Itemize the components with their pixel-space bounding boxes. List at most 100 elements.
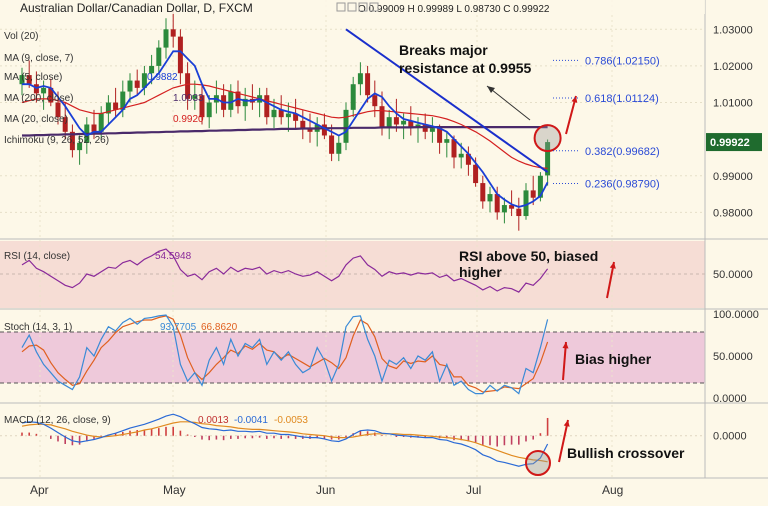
stoch-note: Bias higher (575, 351, 652, 367)
ma20-line (21, 83, 548, 169)
current-price-label: 0.99922 (710, 137, 750, 149)
candle-body-7 (69, 131, 75, 151)
x-axis-label-3: Jul (466, 483, 481, 497)
candle-body-3 (41, 87, 47, 94)
indicator-label-4: MA (20, close) (4, 114, 68, 125)
indicator-label-2: MA (5, close) (4, 72, 62, 83)
price-tick-label-3: 0.99000 (713, 171, 753, 183)
candle-body-47 (357, 73, 363, 85)
candle-body-70 (523, 190, 529, 217)
fib-label-0: 0.786(1.02150) (585, 55, 660, 67)
macd-label: MACD (12, 26, close, 9) (4, 415, 111, 426)
price-tick-label-4: 0.98000 (713, 207, 753, 219)
candle-body-65 (487, 194, 493, 202)
candle-body-49 (372, 95, 378, 107)
indicator-value-4: 0.9920 (173, 114, 204, 125)
candle-body-72 (537, 175, 543, 198)
candle-body-0 (19, 75, 25, 85)
candle-body-34 (264, 95, 270, 118)
rsi-note-line1: RSI above 50, biased (459, 248, 598, 264)
candle-body-53 (401, 120, 407, 125)
candle-body-8 (77, 142, 83, 151)
ohlc-readout: O 0.99009 H 0.99989 L 0.98730 C 0.99922 (358, 4, 550, 15)
candle-body-48 (365, 73, 371, 96)
rsi-note-line2: higher (459, 264, 502, 280)
stoch-tick-label-0: 100.0000 (713, 309, 759, 321)
stoch-red-arrow-shaft (562, 341, 567, 381)
indicator-label-0: Vol (20) (4, 31, 38, 42)
fib-label-3: 0.236(0.98790) (585, 178, 660, 190)
header-control-icon-1 (336, 2, 346, 12)
rsi-line (21, 248, 549, 293)
candle-body-38 (293, 113, 299, 121)
ma200-line (22, 125, 548, 137)
header-background (0, 0, 705, 14)
macd-value: 0.0013 (198, 415, 229, 426)
price-tick-label-0: 1.03000 (713, 24, 753, 36)
chart-title: Australian Dollar/Canadian Dollar, D, FX… (20, 1, 253, 15)
candle-body-26 (206, 102, 212, 118)
candle-body-6 (62, 117, 68, 132)
macd-hist-value: -0.0053 (274, 415, 308, 426)
header-control-icon-4 (369, 2, 379, 12)
candle-body-18 (149, 65, 155, 74)
rsi-red-arrow-head (609, 262, 616, 269)
candle-body-50 (379, 106, 385, 129)
x-axis-label-2: Jun (316, 483, 335, 497)
candle-body-46 (350, 84, 356, 110)
rsi-label: RSI (14, close) (4, 251, 70, 262)
candle-body-36 (278, 109, 284, 118)
candle-body-31 (242, 98, 248, 107)
candle-body-69 (516, 208, 522, 217)
resistance-trendline (345, 28, 549, 173)
candle-body-60 (451, 139, 457, 158)
macd-red-arrow-shaft (558, 419, 569, 463)
header-control-icon-3 (358, 2, 368, 12)
candle-body-64 (480, 183, 486, 202)
candle-body-54 (408, 120, 414, 129)
fib-label-2: 0.382(0.99682) (585, 146, 660, 158)
stoch-band-background (0, 332, 705, 383)
candle-body-67 (501, 205, 507, 213)
candle-body-73 (545, 142, 551, 176)
candle-body-1 (26, 75, 32, 85)
candle-body-51 (386, 117, 392, 129)
candle-body-5 (55, 102, 61, 118)
candle-body-52 (393, 117, 399, 125)
x-axis-label-4: Aug (602, 483, 623, 497)
indicator-value-3: 1.0033 (173, 93, 204, 104)
candle-body-24 (192, 95, 198, 99)
candle-body-25 (199, 95, 205, 118)
indicator-value-2: 0.9882 (147, 72, 178, 83)
candle-body-16 (134, 80, 140, 88)
breakout-note-line1: Breaks major (399, 42, 488, 58)
candle-body-19 (156, 47, 162, 66)
candle-body-15 (127, 80, 133, 92)
stoch-k-line (21, 314, 549, 395)
stoch-tick-label-1: 50.0000 (713, 351, 753, 363)
stoch-tick-label-2: 0.0000 (713, 393, 747, 405)
candle-body-20 (163, 29, 169, 48)
header-control-icon-2 (347, 2, 357, 12)
stoch-label: Stoch (14, 3, 1) (4, 322, 72, 333)
crossover-circle (525, 450, 551, 476)
candle-body-68 (509, 205, 515, 209)
candle-body-11 (98, 113, 104, 132)
stoch-d-value: 66.8620 (201, 322, 238, 333)
fib-label-1: 0.618(1.01124) (585, 93, 659, 105)
indicator-label-3: MA (200, close) (4, 93, 73, 104)
candle-body-37 (285, 113, 291, 118)
candle-body-13 (113, 102, 119, 110)
candle-body-61 (458, 153, 464, 158)
candle-body-58 (437, 128, 443, 143)
candle-body-45 (343, 109, 349, 143)
candle-body-14 (120, 91, 126, 110)
stoch-k-value: 93.7705 (160, 322, 197, 333)
ma5-line (22, 50, 549, 208)
indicator-label-1: MA (9, close, 7) (4, 53, 73, 64)
price-tick-label-1: 1.02000 (713, 61, 753, 73)
candle-body-66 (494, 194, 500, 213)
candle-body-22 (177, 36, 183, 74)
price-red-arrow-shaft (565, 95, 577, 135)
